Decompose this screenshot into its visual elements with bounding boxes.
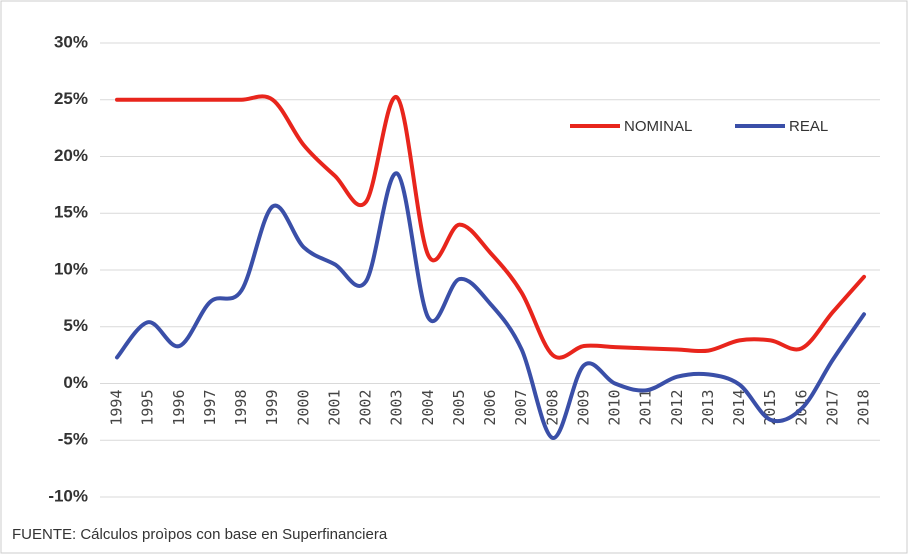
x-tick-label: 2012 <box>668 390 686 426</box>
x-tick-label: 2000 <box>294 390 312 426</box>
source-note: FUENTE: Cálculos proìpos con base en Sup… <box>12 526 388 543</box>
y-tick-label: -10% <box>48 486 88 505</box>
x-tick-label: 2017 <box>823 390 841 426</box>
x-tick-label: 2008 <box>543 390 561 426</box>
x-tick-label: 2010 <box>606 390 624 426</box>
x-tick-label: 2007 <box>512 390 530 426</box>
y-tick-label: 15% <box>54 203 88 222</box>
legend-label: NOMINAL <box>624 118 692 135</box>
x-tick-label: 2011 <box>637 390 655 426</box>
y-tick-label: 20% <box>54 146 88 165</box>
x-tick-label: 2001 <box>325 390 343 426</box>
x-tick-label: 2003 <box>388 390 406 426</box>
x-tick-label: 1996 <box>170 390 188 426</box>
x-tick-label: 2005 <box>450 390 468 426</box>
x-tick-label: 2002 <box>357 390 375 426</box>
x-tick-label: 1994 <box>108 390 126 426</box>
x-tick-label: 2013 <box>699 390 717 426</box>
y-tick-label: 30% <box>54 32 88 51</box>
x-tick-label: 2018 <box>855 390 873 426</box>
x-tick-label: 2004 <box>419 390 437 426</box>
series-line <box>115 171 866 440</box>
x-tick-label: 1995 <box>139 390 157 426</box>
x-tick-label: 1997 <box>201 390 219 426</box>
y-tick-label: 10% <box>54 259 88 278</box>
x-tick-label: 1998 <box>232 390 250 426</box>
x-tick-label: 2009 <box>574 390 592 426</box>
series-line <box>115 94 866 360</box>
legend-label: REAL <box>789 118 828 135</box>
y-tick-label: 25% <box>54 89 88 108</box>
y-tick-label: 0% <box>63 373 88 392</box>
x-tick-label: 2006 <box>481 390 499 426</box>
x-tick-label: 1999 <box>263 390 281 426</box>
y-tick-label: -5% <box>58 430 88 449</box>
x-tick-label: 2014 <box>730 390 748 426</box>
y-tick-label: 5% <box>63 316 88 335</box>
